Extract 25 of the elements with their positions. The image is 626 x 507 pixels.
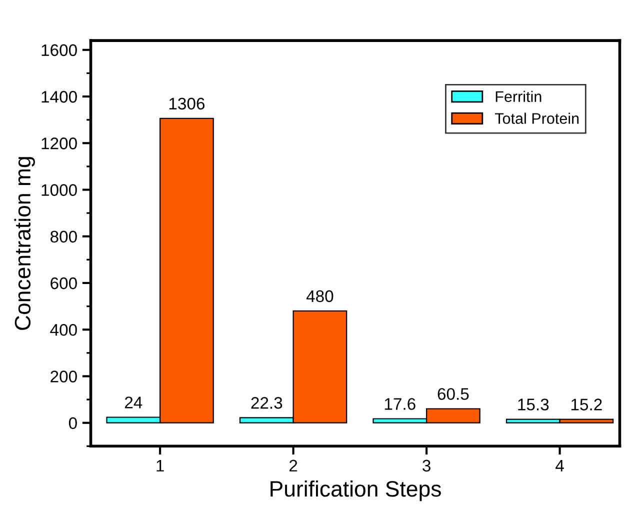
x-axis-title: Purification Steps	[270, 480, 441, 502]
x-tick-label: 1	[156, 460, 164, 472]
x-tick-label: 3	[422, 460, 430, 472]
legend-label: Total Protein	[494, 112, 579, 124]
data-label: 15.3	[518, 398, 549, 410]
x-tick-label: 2	[290, 460, 298, 472]
data-label: 22.3	[251, 397, 282, 409]
data-label: 1306	[169, 98, 205, 110]
y-axis-title: Concentration mg	[14, 157, 35, 330]
data-label: 17.6	[384, 398, 416, 410]
y-tick-label: 800	[50, 230, 77, 243]
y-tick-label: 1000	[42, 184, 77, 196]
data-label: 60.5	[438, 388, 469, 400]
y-tick-label: 1200	[42, 138, 77, 150]
y-tick-label: 1400	[42, 90, 77, 103]
legend-label: Ferritin	[496, 90, 542, 102]
y-tick-label: 0	[68, 417, 77, 430]
y-tick-label: 200	[50, 370, 77, 382]
y-tick-label: 1600	[42, 44, 77, 56]
data-label: 480	[306, 290, 334, 302]
data-label: 24	[124, 396, 142, 408]
data-label: 15.2	[571, 398, 602, 410]
y-tick-label: 600	[50, 277, 77, 290]
x-tick-label: 4	[556, 460, 564, 472]
y-tick-label: 400	[50, 324, 77, 336]
